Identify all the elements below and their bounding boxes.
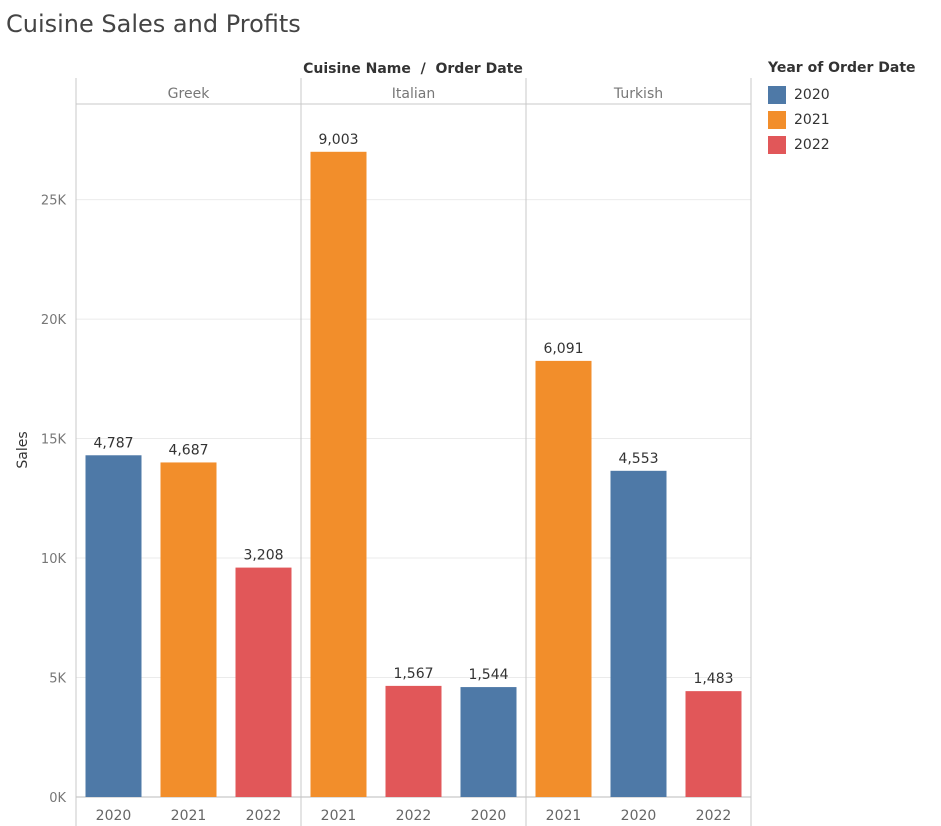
- y-axis-label: Sales: [15, 431, 31, 468]
- y-tick-label: 0K: [49, 791, 66, 806]
- x-tick-label: 2022: [396, 808, 432, 824]
- bar-greek-2021[interactable]: [160, 462, 217, 797]
- data-label: 9,003: [318, 132, 358, 148]
- x-tick-label: 2020: [621, 808, 657, 824]
- legend-label: 2022: [794, 136, 830, 153]
- x-tick-label: 2020: [471, 808, 507, 824]
- panel-header-turkish: Turkish: [613, 86, 663, 102]
- legend-item-2022[interactable]: 2022: [768, 132, 916, 157]
- y-tick-label: 10K: [41, 552, 67, 567]
- x-tick-label: 2022: [696, 808, 732, 824]
- legend-swatch: [768, 85, 786, 104]
- x-tick-label: 2020: [96, 808, 132, 824]
- bar-italian-2020[interactable]: [460, 687, 517, 797]
- bar-greek-2020[interactable]: [85, 455, 142, 797]
- bar-turkish-2020[interactable]: [610, 470, 667, 797]
- bar-greek-2022[interactable]: [235, 567, 292, 797]
- panel-header-greek: Greek: [168, 86, 211, 102]
- y-tick-label: 20K: [41, 313, 67, 328]
- data-label: 4,553: [618, 451, 658, 467]
- y-tick-label: 15K: [41, 433, 67, 448]
- data-label: 6,091: [543, 341, 583, 357]
- bar-italian-2021[interactable]: [310, 151, 367, 798]
- y-tick-label: 25K: [41, 194, 67, 209]
- legend: Year of Order Date 2020 2021 2022: [768, 60, 916, 157]
- data-label: 3,208: [243, 548, 283, 564]
- bar-italian-2022[interactable]: [385, 685, 442, 797]
- column-header: Cuisine Name / Order Date: [303, 61, 523, 77]
- legend-label: 2020: [794, 86, 830, 103]
- bar-turkish-2022[interactable]: [685, 691, 742, 797]
- data-label: 4,787: [93, 435, 133, 451]
- data-label: 1,567: [393, 666, 433, 682]
- legend-title: Year of Order Date: [768, 60, 916, 76]
- chart-title: Cuisine Sales and Profits: [6, 10, 301, 38]
- legend-swatch: [768, 110, 786, 129]
- x-tick-label: 2022: [246, 808, 282, 824]
- panel-header-italian: Italian: [392, 86, 435, 102]
- bar-turkish-2021[interactable]: [535, 360, 592, 797]
- data-label: 4,687: [168, 442, 208, 458]
- data-label: 1,483: [693, 671, 733, 687]
- y-tick-label: 5K: [49, 672, 66, 687]
- x-tick-label: 2021: [546, 808, 582, 824]
- x-tick-label: 2021: [321, 808, 357, 824]
- legend-label: 2021: [794, 111, 830, 128]
- x-tick-label: 2021: [171, 808, 207, 824]
- data-label: 1,544: [468, 667, 508, 683]
- legend-item-2021[interactable]: 2021: [768, 107, 916, 132]
- legend-item-2020[interactable]: 2020: [768, 82, 916, 107]
- legend-swatch: [768, 135, 786, 154]
